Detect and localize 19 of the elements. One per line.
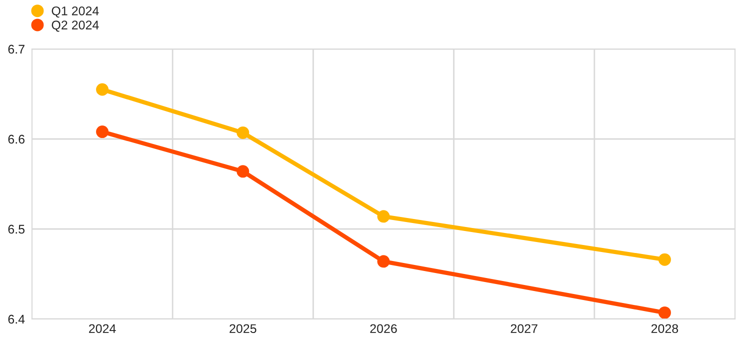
point [377,210,390,223]
x-tick-label: 2028 [651,324,678,334]
x-tick-label: 2027 [510,324,538,334]
y-tick-label: 6.4 [8,314,25,324]
point [236,126,250,139]
y-tick-label: 6.6 [8,134,25,144]
legend-label: Q2 2024 [52,20,99,32]
legend-label: Q1 2024 [52,6,99,18]
y-tick-label: 6.5 [8,224,25,234]
point [96,83,109,96]
point [658,306,671,319]
x-tick-label: 2026 [370,324,397,334]
y-tick-label: 6.7 [8,44,24,54]
x-tick-label: 2024 [89,324,116,334]
point [658,253,671,266]
x-tick-label: 2025 [230,324,256,334]
point [96,126,109,138]
point [236,165,250,178]
point [377,255,390,268]
